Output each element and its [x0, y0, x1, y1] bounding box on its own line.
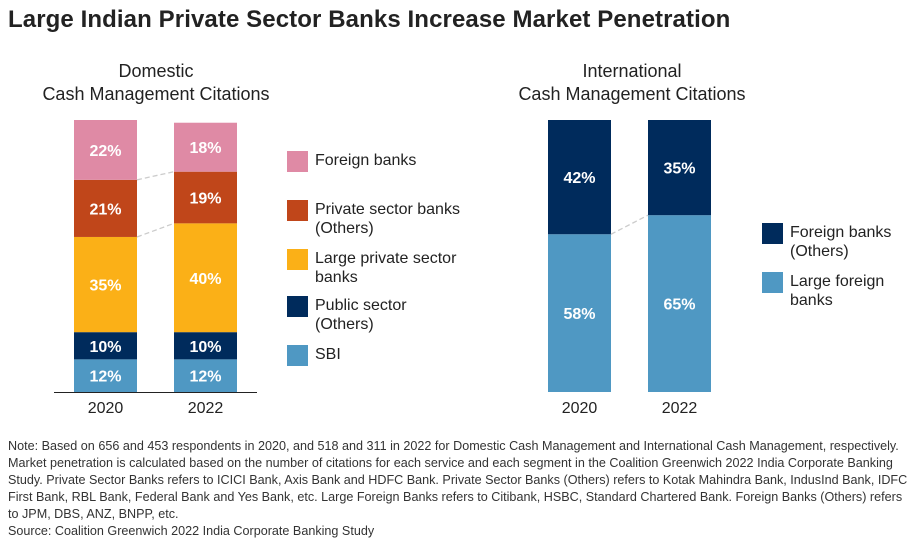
- connector-line: [136, 222, 175, 238]
- legend-label-line: Foreign banks: [790, 224, 892, 241]
- data-label: 65%: [663, 297, 695, 314]
- legend-label-line: (Others): [315, 220, 374, 237]
- bar-segment: [648, 215, 711, 392]
- note-text: Note: Based on 656 and 453 respondents i…: [8, 439, 908, 521]
- plot-area: 12% 10% 35% 21% 22% 2020 12% 10% 40% 19% 18% 2022 58…: [54, 120, 711, 417]
- data-label: 10%: [89, 339, 121, 356]
- legend-label-line: banks: [315, 269, 358, 286]
- bar-segment: [174, 223, 237, 333]
- data-label: 58%: [563, 306, 595, 323]
- bar-segment: [548, 120, 611, 235]
- domestic-title-line-1: Domestic: [118, 61, 194, 81]
- bar-segment: [648, 120, 711, 216]
- data-label: 22%: [89, 143, 121, 160]
- bar-segment: [174, 332, 237, 360]
- legend-label: Large private sector banks: [315, 249, 456, 287]
- bar-segment: [174, 122, 237, 172]
- legend-label: SBI: [315, 345, 341, 364]
- data-label: 21%: [89, 201, 121, 218]
- data-label: 19%: [189, 191, 221, 208]
- bar-segment: [174, 359, 237, 392]
- bar-segment: [74, 179, 137, 237]
- international-title-line-2: Cash Management Citations: [518, 84, 746, 104]
- footnote: Note: Based on 656 and 453 respondents i…: [8, 438, 908, 540]
- bar-segment: [74, 120, 137, 180]
- legend-label-line: Foreign banks: [315, 152, 417, 169]
- legend-label-line: Public sector: [315, 297, 407, 314]
- data-label: 12%: [189, 369, 221, 386]
- legend-label: Large foreign banks: [790, 272, 884, 310]
- x-tick-label: 2022: [662, 400, 698, 417]
- legend-label-line: Private sector banks: [315, 201, 460, 218]
- bar-segment: [548, 234, 611, 392]
- data-label: 35%: [663, 161, 695, 178]
- bar-segment: [74, 332, 137, 360]
- legend-label-line: Large private sector: [315, 250, 457, 267]
- bar-segment: [74, 359, 137, 392]
- legend-label-line: (Others): [790, 243, 849, 260]
- legend-swatch: [287, 249, 308, 270]
- legend-swatch: [287, 345, 308, 366]
- connector-line: [136, 171, 175, 181]
- data-label: 42%: [563, 170, 595, 187]
- legend-swatch: [762, 272, 783, 293]
- x-tick-label: 2020: [562, 400, 598, 417]
- x-tick-label: 2022: [188, 400, 224, 417]
- legend-label: Public sector (Others): [315, 296, 407, 334]
- bar-segment: [74, 236, 137, 333]
- source-text: Source: Coalition Greenwich 2022 India C…: [8, 524, 375, 538]
- legend-label-line: Large foreign: [790, 273, 885, 290]
- international-title-line-1: International: [582, 61, 682, 81]
- page-title: Large Indian Private Sector Banks Increa…: [8, 6, 731, 33]
- legend-swatch: [287, 200, 308, 221]
- legend-label-line: banks: [790, 292, 833, 309]
- domestic-chart-title: Domestic Cash Management Citations: [0, 60, 312, 106]
- legend-swatch: [287, 151, 308, 172]
- data-label: 12%: [89, 369, 121, 386]
- legend-swatch: [287, 296, 308, 317]
- legend-label-line: SBI: [315, 346, 341, 363]
- x-tick-label: 2020: [88, 400, 124, 417]
- legend-swatch: [762, 223, 783, 244]
- legend-label: Foreign banks: [315, 151, 416, 170]
- domestic-title-line-2: Cash Management Citations: [42, 84, 270, 104]
- data-label: 18%: [189, 140, 221, 157]
- bar-segment: [174, 171, 237, 224]
- international-chart-title: International Cash Management Citations: [476, 60, 788, 106]
- data-label: 40%: [189, 271, 221, 288]
- legend-label: Foreign banks (Others): [790, 223, 891, 261]
- legend-label-line: (Others): [315, 316, 374, 333]
- legend-label: Private sector banks (Others): [315, 200, 460, 238]
- data-label: 35%: [89, 278, 121, 295]
- data-label: 10%: [189, 339, 221, 356]
- connector-line: [610, 214, 649, 235]
